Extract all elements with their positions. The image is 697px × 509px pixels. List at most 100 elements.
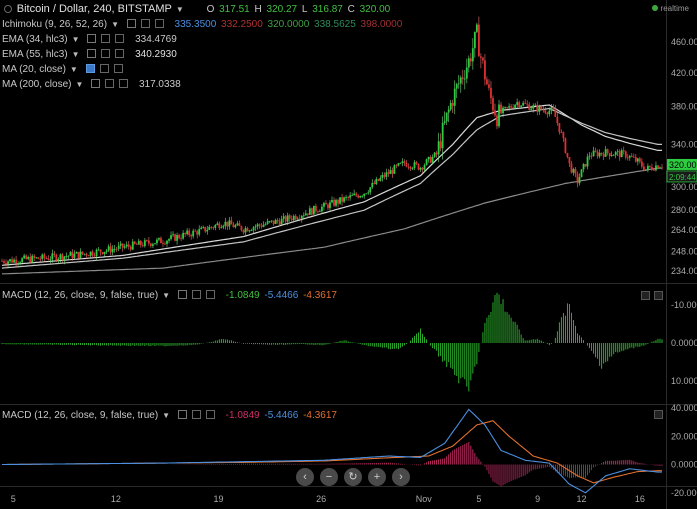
settings-icon[interactable] [140,19,150,28]
zoom-in-button[interactable]: + [368,468,386,486]
visibility-icon[interactable] [87,34,97,43]
caret-icon[interactable]: ▼ [71,50,80,59]
candle-body [234,225,237,228]
candle-body [341,197,343,202]
caret-icon[interactable]: ▼ [162,411,171,420]
scroll-right-button[interactable]: › [392,468,410,486]
settings-icon[interactable] [99,64,109,73]
candle-body [244,228,247,233]
indicator-ma200[interactable]: MA (200, close) ▼ 317.0338 [2,79,183,90]
indicator-ma20[interactable]: MA (20, close) ▼ [2,64,125,75]
indicator-label[interactable]: MA (200, close) [2,79,72,90]
indicator-label[interactable]: EMA (34, hlc3) [2,34,68,45]
visibility-icon[interactable] [177,290,187,299]
visibility-icon[interactable] [177,410,187,419]
candle-body [174,234,176,241]
candle-body [500,104,502,114]
remove-icon[interactable] [115,34,125,43]
indicator-label[interactable]: MACD (12, 26, close, 9, false, true) [2,290,159,301]
symbol-header: Bitcoin / Dollar, 240, BITSTAMP ▼ O 317.5… [4,3,392,15]
candle-body [343,197,345,202]
macd1-legend[interactable]: MACD (12, 26, close, 9, false, true) ▼ -1… [2,290,339,301]
visibility-icon[interactable] [91,79,101,88]
macd2-value-3: -4.3617 [303,410,337,421]
remove-icon[interactable] [119,79,129,88]
visibility-icon[interactable] [126,19,136,28]
candle-body [439,141,442,149]
reset-chart-button[interactable]: ↻ [344,468,362,486]
indicator-ichimoku[interactable]: Ichimoku (9, 26, 52, 26) ▼ 335.3500 332.2… [2,19,404,30]
candle-body [558,123,561,133]
remove-icon[interactable] [115,49,125,58]
symbol-title[interactable]: Bitcoin / Dollar, 240, BITSTAMP [16,3,172,15]
candle-body [616,151,619,153]
caret-icon[interactable]: ▼ [162,291,171,300]
macd2-legend[interactable]: MACD (12, 26, close, 9, false, true) ▼ -1… [2,410,339,421]
settings-icon[interactable] [191,410,201,419]
indicator-ema34[interactable]: EMA (34, hlc3) ▼ 334.4769 [2,34,179,45]
price-tick-label: 420.00 [671,68,697,78]
candle-body [588,155,591,157]
pane-up-icon[interactable] [654,410,663,419]
visibility-icon[interactable] [87,49,97,58]
candle-body [437,141,440,155]
candle-body [9,259,11,262]
remove-icon[interactable] [205,290,215,299]
candle-body [141,245,144,247]
candle-body [596,151,599,157]
candle-body [188,230,191,236]
indicator-label[interactable]: MACD (12, 26, close, 9, false, true) [2,410,159,421]
candle-body [304,213,307,216]
settings-icon[interactable] [101,34,111,43]
price-tick-label: 380.00 [671,102,697,112]
macd-line-tick-label: -20.0000 [671,488,697,498]
candle-body [636,158,639,162]
title-caret-icon[interactable]: ▼ [175,5,184,14]
candle-body [268,221,271,223]
indicator-ema55[interactable]: EMA (55, hlc3) ▼ 340.2930 [2,49,179,60]
candle-body [7,261,9,265]
caret-icon[interactable]: ▼ [69,65,78,74]
remove-icon[interactable] [205,410,215,419]
candle-body [570,163,573,173]
pane-up-icon[interactable] [641,291,650,300]
caret-icon[interactable]: ▼ [111,20,119,29]
scroll-left-button[interactable]: ‹ [296,468,314,486]
candle-body [33,255,36,258]
candle-body [272,220,275,224]
pane-down-icon[interactable] [654,291,663,300]
candle-body [258,224,261,226]
candle-body [69,252,72,256]
settings-icon[interactable] [101,49,111,58]
zoom-out-button[interactable]: − [320,468,338,486]
indicator-label[interactable]: EMA (55, hlc3) [2,49,68,60]
candle-body [391,170,394,174]
indicator-label[interactable]: Ichimoku (9, 26, 52, 26) [2,19,108,30]
remove-icon[interactable] [113,64,123,73]
caret-icon[interactable]: ▼ [71,35,80,44]
settings-icon[interactable] [191,290,201,299]
candle-body [160,237,162,244]
candle-body [83,253,86,255]
candle-body [427,156,430,160]
candle-body [484,60,486,80]
candle-body [290,218,293,220]
candle-body [246,228,249,232]
candle-body [661,167,663,169]
candle-body [490,87,492,99]
remove-icon[interactable] [154,19,164,28]
candle-body [306,213,309,215]
candle-body [319,211,321,213]
candle-body [23,255,26,259]
caret-icon[interactable]: ▼ [75,80,84,89]
candle-body [190,235,193,237]
settings-icon[interactable] [105,79,115,88]
candle-body [433,152,436,157]
candle-body [375,179,378,184]
macd-line [2,408,662,494]
visibility-icon[interactable] [85,64,95,73]
candle-body [465,67,468,79]
indicator-label[interactable]: MA (20, close) [2,64,66,75]
candle-body [381,175,384,178]
